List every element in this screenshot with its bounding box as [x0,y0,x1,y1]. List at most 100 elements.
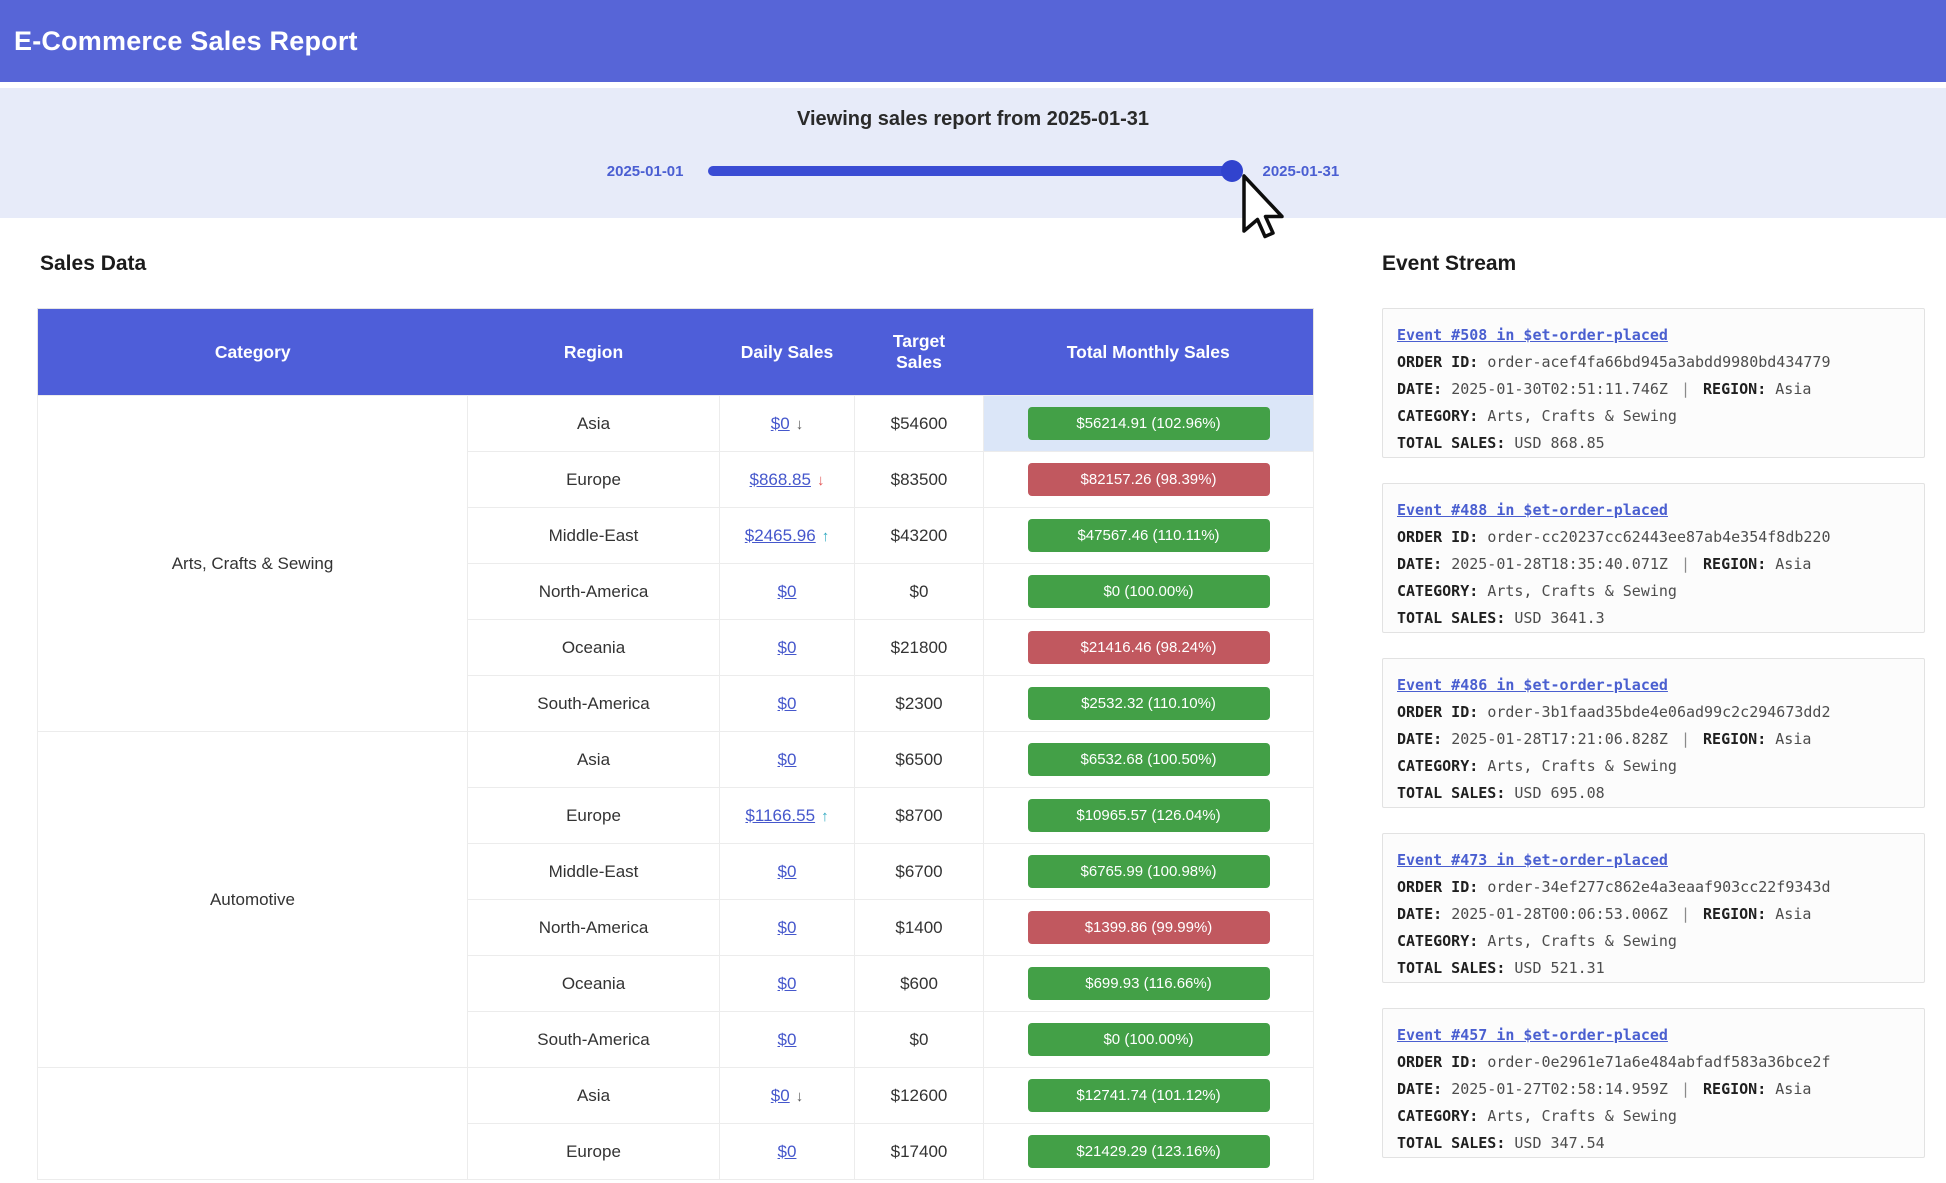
daily-sales-link[interactable]: $0 [770,413,790,433]
table-row: Europe $868.85 ↓ $83500 $82157.26 (98.39%… [38,451,1314,508]
event-link[interactable]: Event #488 in $et-order-placed [1397,501,1668,519]
total-monthly-sales-cell: $699.93 (116.66%) [983,955,1314,1012]
target-sales-cell: $6700 [854,843,984,900]
app-header: E-Commerce Sales Report [0,0,1946,82]
monthly-sales-badge: $0 (100.00%) [1027,1023,1270,1056]
daily-sales-link[interactable]: $0 [777,637,797,657]
table-row: Asia $0 ↓ $12600 $12741.74 (101.12%) [37,1067,1314,1180]
daily-sales-cell: $0 [719,955,855,1012]
sales-table: Category Region Daily Sales Target Sales… [37,308,1314,1180]
region-cell: Oceania [467,619,720,676]
daily-sales-link[interactable]: $0 [777,861,797,881]
monthly-sales-badge: $47567.46 (110.11%) [1027,519,1270,552]
daily-sales-link[interactable]: $0 [777,973,797,993]
monthly-sales-badge: $6765.99 (100.98%) [1027,855,1270,888]
event-total-sales: TOTAL SALES: USD 521.31 [1397,959,1605,977]
monthly-sales-badge: $6532.68 (100.50%) [1027,743,1270,776]
daily-sales-link[interactable]: $0 [777,1141,797,1161]
daily-sales-link[interactable]: $0 [777,749,797,769]
column-header-category: Category [37,308,468,396]
monthly-sales-badge: $12741.74 (101.12%) [1027,1079,1270,1112]
event-link[interactable]: Event #457 in $et-order-placed [1397,1026,1668,1044]
event-order-id: ORDER ID: order-cc20237cc62443ee87ab4e35… [1397,528,1831,546]
target-sales-cell: $8700 [854,787,984,844]
event-total-sales: TOTAL SALES: USD 347.54 [1397,1134,1605,1152]
monthly-sales-badge: $10965.57 (126.04%) [1027,799,1270,832]
event-category: CATEGORY: Arts, Crafts & Sewing [1397,582,1677,600]
daily-sales-link[interactable]: $868.85 [749,469,811,489]
event-order-id: ORDER ID: order-0e2961e71a6e484abfadf583… [1397,1053,1831,1071]
region-cell: Oceania [467,955,720,1012]
monthly-sales-badge: $699.93 (116.66%) [1027,967,1270,1000]
table-row: Arts, Crafts & Sewing Asia $0 ↓ $54600 $5… [37,395,1314,732]
daily-sales-link[interactable]: $0 [770,1085,790,1105]
event-date-region: DATE: 2025-01-30T02:51:11.746Z | REGION:… [1397,380,1812,398]
total-monthly-sales-cell: $56214.91 (102.96%) [983,395,1314,452]
table-row: North-America $0 $0 $0 (100.00%) [38,563,1314,620]
table-row: Middle-East $2465.96 ↑ $43200 $47567.46 (… [38,507,1314,564]
slider-max-label: 2025-01-31 [1262,162,1340,180]
daily-sales-link[interactable]: $2465.96 [744,525,816,545]
date-slider[interactable] [707,160,1243,182]
daily-sales-link[interactable]: $1166.55 [745,805,816,825]
monthly-sales-badge: $21429.29 (123.16%) [1027,1135,1270,1168]
event-link[interactable]: Event #486 in $et-order-placed [1397,676,1668,694]
target-sales-cell: $1400 [854,899,984,956]
total-monthly-sales-cell: $82157.26 (98.39%) [983,451,1314,508]
column-header-daily-sales: Daily Sales [719,308,855,396]
daily-sales-cell: $0 [719,563,855,620]
event-order-id: ORDER ID: order-acef4fa66bd945a3abdd9980… [1397,353,1831,371]
event-category: CATEGORY: Arts, Crafts & Sewing [1397,407,1677,425]
region-cell: Middle-East [467,507,720,564]
total-monthly-sales-cell: $0 (100.00%) [983,563,1314,620]
event-card: Event #486 in $et-order-placed ORDER ID:… [1382,658,1925,808]
daily-sales-link[interactable]: $0 [777,917,797,937]
category-cell: Automotive [37,731,468,1068]
event-date-region: DATE: 2025-01-27T02:58:14.959Z | REGION:… [1397,1080,1812,1098]
event-card: Event #508 in $et-order-placed ORDER ID:… [1382,308,1925,458]
daily-sales-cell: $0 ↓ [719,395,855,452]
event-stream-heading: Event Stream [1382,252,1517,275]
region-cell: Europe [467,451,720,508]
event-stream-panel: Event #508 in $et-order-placed ORDER ID:… [1382,308,1925,1183]
daily-sales-cell: $868.85 ↓ [719,451,855,508]
region-cell: Europe [467,1123,720,1180]
daily-sales-cell: $2465.96 ↑ [719,507,855,564]
total-monthly-sales-cell: $0 (100.00%) [983,1011,1314,1068]
slider-row: 2025-01-01 2025-01-31 [0,148,1946,194]
daily-sales-link[interactable]: $0 [777,581,797,601]
table-row: Automotive Asia $0 $6500 $6532.68 (100.5… [37,731,1314,1068]
trend-arrow-icon: ↓ [795,415,804,433]
monthly-sales-badge: $2532.32 (110.10%) [1027,687,1270,720]
category-cell: Arts, Crafts & Sewing [37,395,468,732]
daily-sales-cell: $1166.55 ↑ [719,787,855,844]
event-link[interactable]: Event #508 in $et-order-placed [1397,326,1668,344]
target-sales-cell: $21800 [854,619,984,676]
region-cell: Asia [467,731,720,788]
date-slider-section: Viewing sales report from 2025-01-31 202… [0,88,1946,218]
event-total-sales: TOTAL SALES: USD 868.85 [1397,434,1605,452]
target-sales-cell: $0 [854,563,984,620]
daily-sales-cell: $0 [719,843,855,900]
target-sales-cell: $12600 [854,1067,984,1124]
region-cell: South-America [467,1011,720,1068]
event-date-region: DATE: 2025-01-28T00:06:53.006Z | REGION:… [1397,905,1812,923]
daily-sales-link[interactable]: $0 [777,1029,797,1049]
region-cell: Europe [467,787,720,844]
page-title: E-Commerce Sales Report [14,25,358,56]
daily-sales-cell: $0 [719,1123,855,1180]
target-sales-cell: $0 [854,1011,984,1068]
monthly-sales-badge: $0 (100.00%) [1027,575,1270,608]
trend-arrow-icon: ↓ [816,471,825,489]
daily-sales-cell: $0 [719,619,855,676]
daily-sales-link[interactable]: $0 [777,693,797,713]
daily-sales-cell: $0 [719,731,855,788]
table-header-row: Category Region Daily Sales Target Sales… [37,308,1314,396]
region-cell: Asia [467,1067,720,1124]
event-order-id: ORDER ID: order-34ef277c862e4a3eaaf903cc… [1397,878,1831,896]
target-sales-cell: $54600 [854,395,984,452]
slider-thumb[interactable] [1220,160,1243,182]
event-link[interactable]: Event #473 in $et-order-placed [1397,851,1668,869]
region-cell: North-America [467,899,720,956]
event-card: Event #488 in $et-order-placed ORDER ID:… [1382,483,1925,633]
